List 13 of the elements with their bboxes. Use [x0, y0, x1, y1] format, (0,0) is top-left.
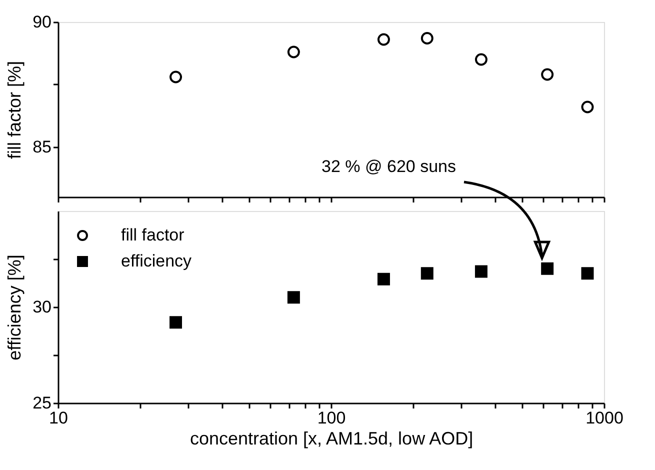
x-axis-title: concentration [x, AM1.5d, low AOD]	[190, 428, 474, 448]
y-axis-title: fill factor [%]	[4, 60, 25, 160]
y-tick-label: 90	[32, 12, 52, 32]
x-tick-label: 1000	[586, 408, 624, 428]
x-tick-label: 10	[49, 408, 68, 428]
y-tick-label: 30	[32, 298, 52, 316]
y-tick-label: 85	[32, 138, 52, 156]
annotation: 32 % @ 620 suns	[322, 157, 456, 176]
text: fill factor	[121, 226, 184, 244]
x-tick-label: 100	[317, 408, 346, 428]
y-axis-title: efficiency [%]	[4, 254, 25, 360]
legend-label: efficiency	[121, 252, 192, 270]
y-tick-label: 25	[32, 394, 52, 412]
